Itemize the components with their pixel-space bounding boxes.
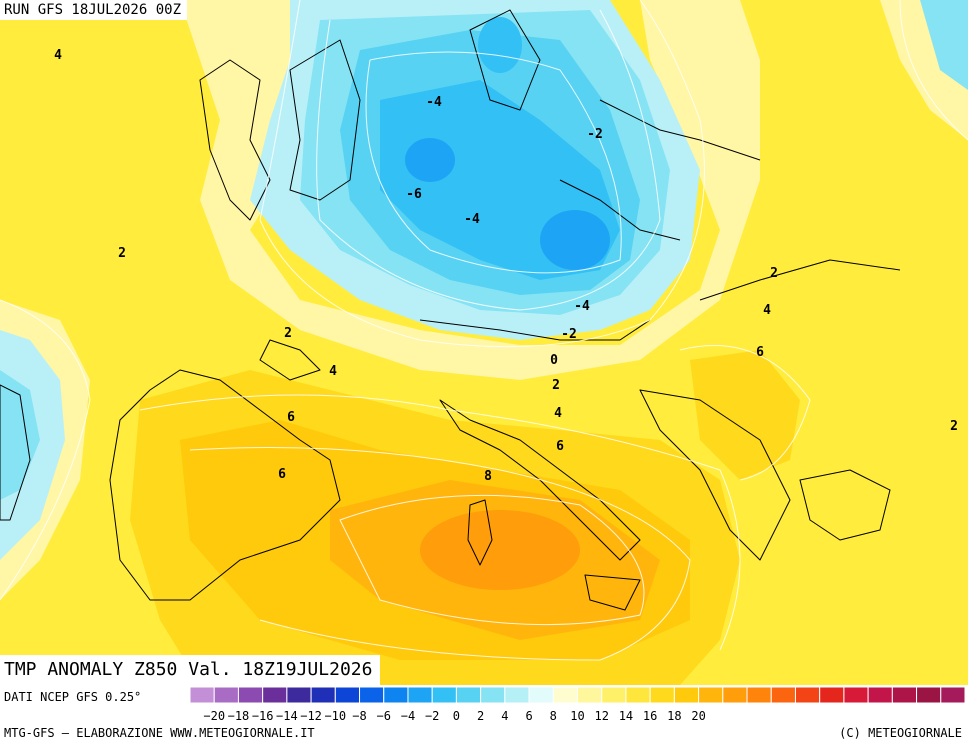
color-scale-cell: [722, 686, 748, 704]
cold-patch-northeast: [920, 0, 968, 90]
color-scale-cell: [262, 686, 288, 704]
color-scale-cells: [189, 686, 966, 704]
contour-label: 4: [329, 364, 337, 379]
color-scale-tick-label: −16: [252, 709, 274, 723]
temperature-anomaly-map: 4 2 -4 -2 -6 -4 2 -4 -2 4 6 0 2 6 4 6 2 …: [0, 0, 968, 685]
cold-patch-west-core: [0, 370, 40, 500]
color-scale-tick-label: 20: [691, 709, 705, 723]
contour-label: 4: [554, 406, 562, 421]
contour-label: 6: [287, 410, 295, 425]
contour-label: 2: [950, 419, 958, 434]
map-title: TMP ANOMALY Z850 Val. 18Z19JUL2026: [0, 655, 381, 685]
color-scale-cell: [819, 686, 845, 704]
color-scale-cell: [310, 686, 336, 704]
color-scale-cell: [746, 686, 772, 704]
contour-label: -6: [406, 187, 422, 202]
color-scale-cell: [286, 686, 312, 704]
contour-label: 0: [550, 353, 558, 368]
cold-core-denmark: [478, 17, 522, 73]
credit-website: MTG-GFS – ELABORAZIONE WWW.METEOGIORNALE…: [4, 726, 315, 740]
color-scale-cell: [359, 686, 385, 704]
contour-label: -2: [587, 127, 603, 142]
color-scale-cell: [455, 686, 482, 704]
contour-label: 4: [54, 48, 62, 63]
color-scale-cell: [407, 686, 433, 704]
contour-label: 2: [118, 246, 126, 261]
color-scale-tick-label: −8: [352, 709, 366, 723]
warm-anomaly-core: [420, 510, 580, 590]
color-scale-tick-label: −20: [203, 709, 225, 723]
color-scale-cell: [577, 686, 603, 704]
contour-label: 2: [552, 378, 560, 393]
contour-label-group: 4 2 -4 -2 -6 -4 2 -4 -2 4 6 0 2 6 4 6 2 …: [54, 48, 958, 484]
coastlines: [0, 9, 901, 611]
color-scale-legend: −20 −18 −16 −14 −12 −10 −8 −6 −4 −2 0 2 4 6 8 10 12 14 16 1…: [189, 686, 966, 723]
color-scale-cell: [334, 686, 361, 704]
color-scale-cell: [916, 686, 942, 704]
contour-label: 6: [278, 467, 286, 482]
footer: −20 −18 −16 −14 −12 −10 −8 −6 −4 −2 0 2 4 6 8 10 12 14 16 1…: [0, 685, 968, 745]
contour-label: -2: [561, 327, 577, 342]
contour-label: 2: [284, 326, 292, 341]
pale-band-north: [180, 0, 760, 380]
contour-label: 4: [763, 303, 771, 318]
credit-copyright: (C) METEOGIORNALE: [839, 726, 962, 740]
data-source-label: DATI NCEP GFS 0.25°: [4, 690, 142, 704]
color-scale-cell: [189, 686, 215, 704]
cold-core-czech: [540, 210, 610, 270]
color-scale-tick-label: 16: [643, 709, 657, 723]
color-scale-cell: [213, 686, 239, 704]
color-scale-cell: [673, 686, 700, 704]
color-scale-cell: [625, 686, 651, 704]
color-scale-tick-label: 2: [477, 709, 484, 723]
color-scale-tick-label: 8: [550, 709, 557, 723]
contour-label: 6: [556, 439, 564, 454]
color-scale-cell: [528, 686, 554, 704]
color-scale-cell: [891, 686, 918, 704]
color-scale-cell: [794, 686, 821, 704]
warm-anomaly-balkans: [690, 350, 800, 480]
contour-label: 6: [756, 345, 764, 360]
color-scale-cell: [940, 686, 966, 704]
color-scale-tick-label: 10: [570, 709, 584, 723]
color-scale-cell: [383, 686, 409, 704]
color-scale-tick-label: 18: [667, 709, 681, 723]
color-scale-cell: [504, 686, 530, 704]
color-scale-cell: [431, 686, 457, 704]
color-scale-tick-label: −14: [276, 709, 298, 723]
contour-label: -4: [464, 212, 480, 227]
cold-core-netherlands: [405, 138, 455, 182]
color-scale-tick-label: −2: [425, 709, 439, 723]
color-scale-tick-label: 12: [594, 709, 608, 723]
color-scale-cell: [867, 686, 893, 704]
contour-label: 8: [484, 469, 492, 484]
contour-label: -4: [426, 95, 442, 110]
color-scale-tick-label: 0: [453, 709, 460, 723]
color-scale-cell: [552, 686, 579, 704]
run-title: RUN GFS 18JUL2026 00Z: [0, 0, 188, 20]
color-scale-cell: [649, 686, 675, 704]
color-scale-cell: [480, 686, 506, 704]
color-scale-tick-label: −12: [300, 709, 322, 723]
color-scale-cell: [237, 686, 264, 704]
color-scale-cell: [770, 686, 796, 704]
color-scale-tick-label: 14: [619, 709, 633, 723]
color-scale-cell: [698, 686, 724, 704]
color-scale-tick-label: −4: [401, 709, 415, 723]
color-scale-tick-label: −18: [228, 709, 250, 723]
color-scale-tick-label: 4: [501, 709, 508, 723]
contour-lines: [0, 0, 968, 661]
color-scale-cell: [601, 686, 627, 704]
color-scale-tick-label: −10: [324, 709, 346, 723]
color-scale-ticks: −20 −18 −16 −14 −12 −10 −8 −6 −4 −2 0 2 4 6 8 10 12 14 16 1…: [203, 709, 705, 723]
contour-label: 2: [770, 266, 778, 281]
color-scale-tick-label: −6: [377, 709, 391, 723]
contour-label: -4: [574, 299, 590, 314]
color-scale-cell: [843, 686, 869, 704]
color-scale-tick-label: 6: [525, 709, 532, 723]
